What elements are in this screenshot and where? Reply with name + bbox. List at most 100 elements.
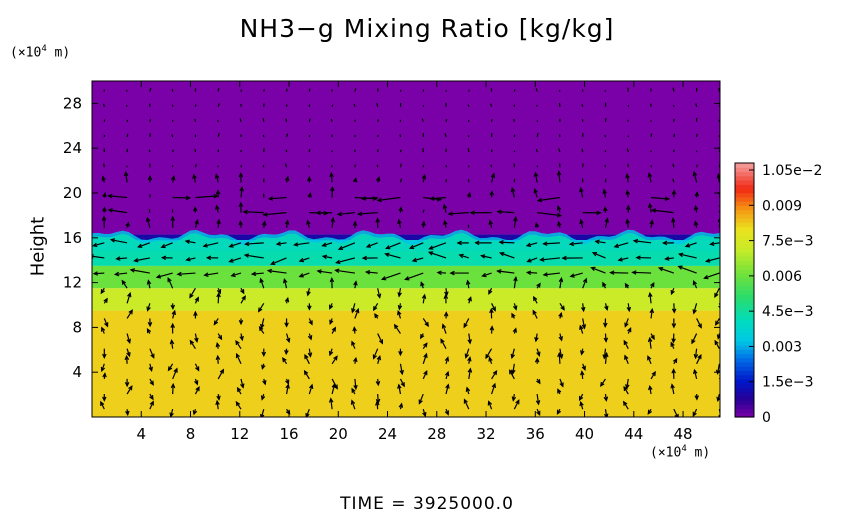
wind-vector	[170, 215, 176, 228]
wind-vector	[337, 242, 356, 250]
wind-vector	[307, 348, 313, 358]
wind-vector	[467, 104, 470, 107]
wind-vector	[672, 178, 675, 183]
wind-vector	[377, 119, 380, 123]
wind-vector	[194, 385, 200, 395]
colorbar-segment	[735, 349, 754, 355]
wind-vector	[203, 272, 219, 277]
wind-vector	[498, 252, 515, 259]
wind-vector	[216, 292, 221, 304]
wind-vectors	[92, 87, 720, 417]
wind-vector	[329, 277, 335, 289]
wind-vector	[693, 204, 699, 213]
wind-vector	[671, 217, 676, 228]
colorbar-segment	[735, 357, 754, 363]
wind-vector	[441, 323, 447, 334]
wind-vector	[559, 378, 564, 388]
wind-vector	[377, 333, 383, 345]
wind-vector	[331, 355, 338, 365]
wind-vector	[603, 393, 609, 402]
wind-vector	[113, 271, 128, 277]
wind-vector	[239, 333, 244, 342]
wind-vector	[714, 339, 720, 349]
wind-vector	[262, 378, 267, 386]
wind-vector	[558, 276, 564, 289]
wind-vector	[440, 338, 447, 349]
wind-vector	[488, 287, 493, 295]
wind-vector	[284, 175, 290, 183]
wind-vector	[539, 257, 560, 262]
wind-vector	[418, 393, 424, 405]
wind-vector	[474, 240, 492, 246]
wind-vector	[217, 333, 223, 341]
time-label: TIME = 3925000.0	[340, 494, 514, 514]
wind-vector	[537, 212, 563, 218]
wind-vector	[331, 326, 336, 334]
wind-vector	[694, 394, 699, 401]
wind-vector	[228, 242, 242, 248]
wind-vector	[267, 196, 287, 201]
wind-vector	[671, 318, 677, 329]
wind-vector	[238, 201, 244, 213]
wind-vector	[558, 348, 564, 360]
wind-vector	[693, 348, 699, 360]
wind-vector	[397, 383, 402, 395]
wind-vector	[580, 348, 585, 356]
wind-vector	[427, 251, 447, 259]
wind-vector	[262, 212, 287, 217]
wind-vector	[489, 325, 495, 334]
wind-vector	[372, 348, 379, 360]
wind-vector	[399, 163, 402, 168]
wind-vector	[242, 209, 264, 215]
wind-vector	[464, 348, 470, 359]
wind-vector	[650, 208, 674, 214]
colorbar-tick-label: 1.05e−2	[762, 163, 822, 179]
wind-vector	[306, 219, 311, 228]
wind-vector	[458, 253, 469, 259]
wind-vector	[171, 309, 176, 319]
wind-vector	[397, 310, 402, 319]
wind-vector	[600, 378, 606, 388]
wind-vector	[442, 203, 448, 213]
wind-vector	[568, 241, 583, 247]
wind-vector	[398, 206, 403, 213]
colorbar-segment	[735, 256, 754, 261]
x-axis-unit: (×104 m)	[650, 444, 711, 461]
y-tick-label: 28	[63, 94, 82, 112]
wind-vector	[709, 241, 720, 246]
field-band-1	[92, 288, 720, 311]
wind-vector	[100, 363, 106, 373]
wind-vector	[650, 196, 671, 201]
wind-vector	[512, 327, 517, 334]
colorbar-segment	[735, 251, 754, 257]
wind-vector	[496, 209, 515, 215]
wind-vector	[102, 191, 107, 198]
wind-vector	[445, 119, 448, 123]
wind-vector	[109, 238, 128, 244]
wind-vector	[648, 202, 653, 213]
wind-vector	[124, 354, 130, 364]
colorbar-segment	[735, 306, 754, 312]
wind-vector	[149, 87, 152, 92]
wind-vector	[215, 189, 221, 198]
wind-vector	[283, 277, 288, 289]
wind-vector	[275, 241, 287, 246]
wind-vector	[569, 272, 583, 278]
colorbar-segment	[735, 179, 754, 185]
y-tick-label: 12	[63, 274, 82, 292]
wind-vector	[671, 368, 676, 379]
wind-vector	[603, 333, 609, 343]
wind-vector	[240, 378, 245, 389]
wind-vector	[602, 348, 607, 360]
wind-vector	[533, 171, 539, 183]
wind-vector	[579, 400, 584, 410]
wind-vector	[498, 240, 515, 245]
colorbar-segment	[735, 361, 754, 367]
wind-vector	[352, 177, 358, 183]
wind-vector	[624, 318, 629, 328]
wind-vector	[672, 87, 675, 92]
wind-vector	[443, 219, 448, 228]
wind-vector	[216, 287, 222, 295]
wind-vector	[604, 217, 609, 228]
wind-vector	[496, 269, 515, 274]
